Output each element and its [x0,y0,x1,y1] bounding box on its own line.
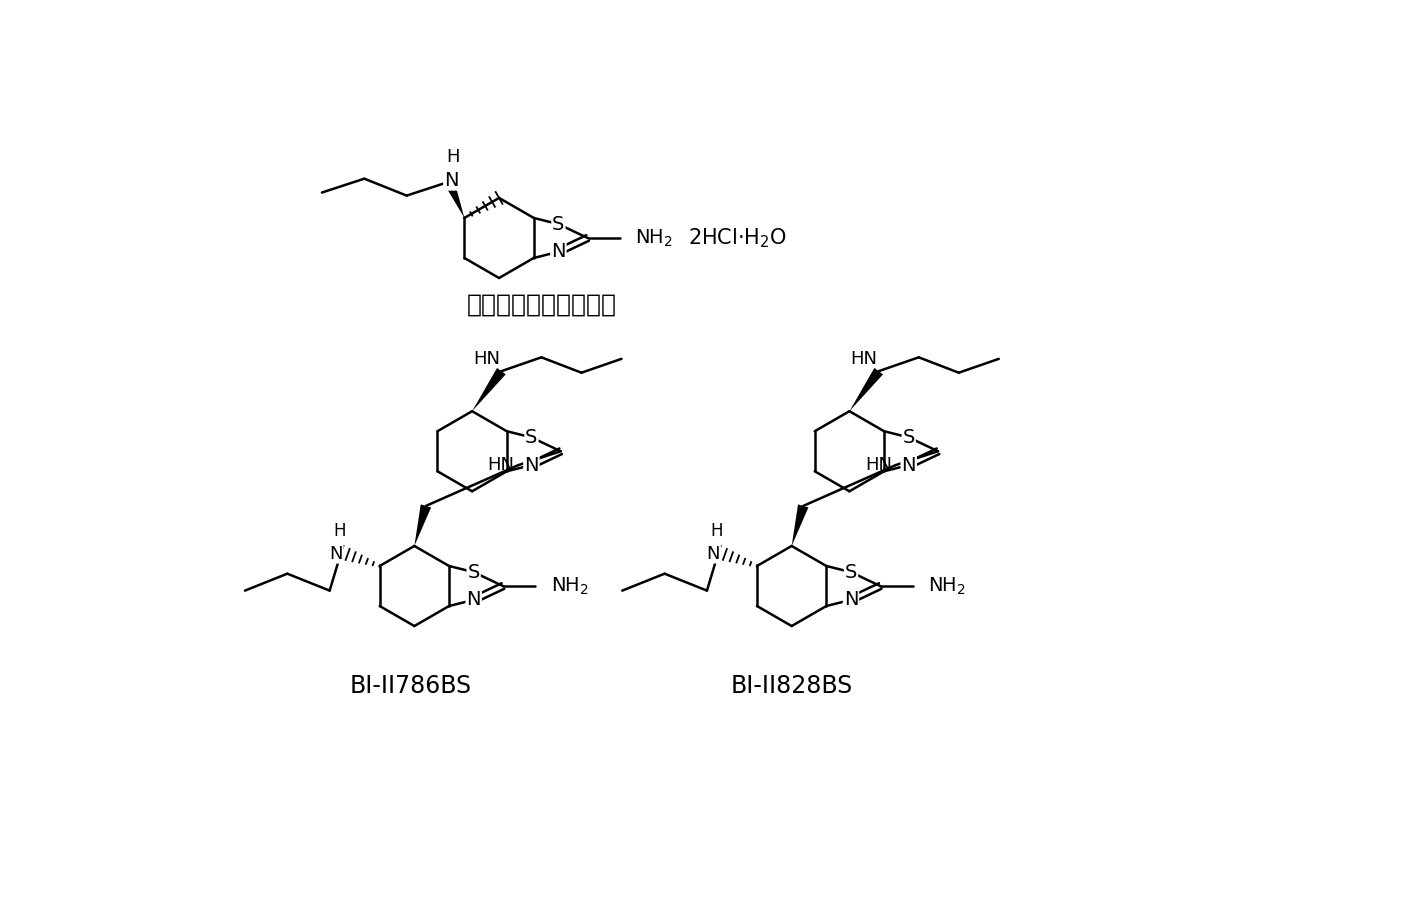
Text: 盐酸普拉克索一水合物: 盐酸普拉克索一水合物 [466,293,617,317]
Text: S: S [552,214,565,233]
Text: HN: HN [850,350,877,368]
Text: N: N [707,545,719,563]
Text: S: S [525,428,538,447]
Polygon shape [472,368,505,411]
Text: N: N [901,455,917,474]
Text: N: N [466,590,482,609]
Text: N: N [551,243,566,262]
Text: HN: HN [473,350,500,368]
Text: N: N [843,590,859,609]
Text: N: N [524,455,539,474]
Text: S: S [845,563,857,582]
Polygon shape [414,504,431,546]
Text: H: H [711,522,724,539]
Text: NH$_2$: NH$_2$ [928,576,966,596]
Polygon shape [444,179,465,218]
Text: N: N [329,545,342,563]
Text: N: N [444,171,459,190]
Text: HN: HN [865,456,891,474]
Text: 2HCl·H$_2$O: 2HCl·H$_2$O [687,226,787,250]
Text: HN: HN [487,456,514,474]
Polygon shape [791,504,808,546]
Text: NH$_2$: NH$_2$ [551,576,589,596]
Text: H: H [446,148,459,167]
Text: S: S [467,563,480,582]
Text: S: S [903,428,915,447]
Text: NH$_2$: NH$_2$ [635,227,673,249]
Text: BI-II828BS: BI-II828BS [731,674,853,698]
Text: BI-II786BS: BI-II786BS [349,674,472,698]
Polygon shape [849,368,883,411]
Text: H: H [334,522,346,539]
